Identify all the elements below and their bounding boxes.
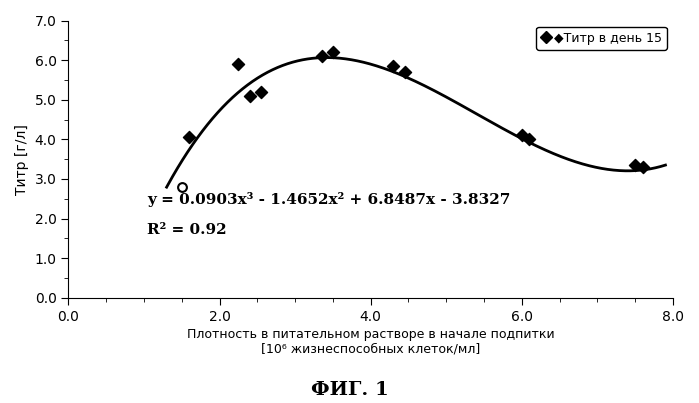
X-axis label: Плотность в питательном растворе в начале подпитки
[10⁶ жизнеспособных клеток/мл: Плотность в питательном растворе в начал… — [187, 328, 554, 356]
Point — [637, 164, 649, 170]
Point — [244, 93, 255, 99]
Y-axis label: Титр [г/л]: Титр [г/л] — [15, 124, 29, 195]
Point — [524, 136, 535, 143]
Point — [233, 61, 244, 67]
Point — [316, 53, 327, 59]
Point — [327, 49, 338, 56]
Point — [517, 132, 528, 139]
Point — [399, 69, 410, 75]
Point — [388, 63, 399, 69]
Point — [630, 162, 641, 168]
Text: y = 0.0903x³ - 1.4652x² + 6.8487x - 3.8327: y = 0.0903x³ - 1.4652x² + 6.8487x - 3.83… — [147, 192, 510, 208]
Text: R² = 0.92: R² = 0.92 — [147, 223, 226, 237]
Point — [176, 184, 187, 190]
Point — [256, 89, 267, 95]
Legend: ◆Титр в день 15: ◆Титр в день 15 — [536, 27, 667, 50]
Text: ФИГ. 1: ФИГ. 1 — [310, 381, 389, 399]
Point — [184, 134, 195, 141]
